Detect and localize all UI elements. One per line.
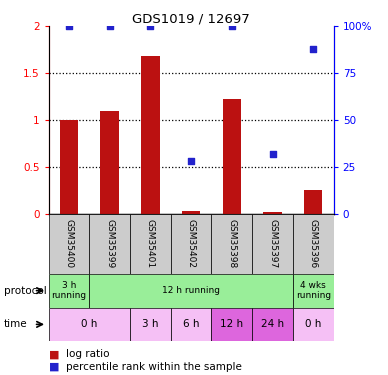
Bar	[293, 308, 334, 341]
Bar	[141, 56, 159, 214]
Bar	[130, 214, 171, 274]
Bar	[48, 214, 89, 274]
Text: protocol: protocol	[4, 286, 47, 296]
Bar	[89, 274, 293, 308]
Text: ■: ■	[48, 350, 59, 359]
Bar	[48, 274, 89, 308]
Text: ■: ■	[48, 362, 59, 372]
Bar	[100, 111, 119, 214]
Text: 4 wks
running: 4 wks running	[296, 281, 331, 300]
Bar	[171, 214, 211, 274]
Text: time: time	[4, 320, 28, 329]
Text: GSM35401: GSM35401	[146, 219, 155, 268]
Text: GSM35402: GSM35402	[187, 219, 196, 268]
Bar	[293, 274, 334, 308]
Text: 12 h: 12 h	[220, 320, 243, 329]
Bar	[48, 308, 130, 341]
Text: GSM35400: GSM35400	[64, 219, 73, 268]
Point	[310, 46, 317, 52]
Point	[229, 23, 235, 29]
Text: 12 h running: 12 h running	[162, 286, 220, 295]
Bar	[223, 99, 241, 214]
Text: log ratio: log ratio	[66, 350, 109, 359]
Bar	[293, 214, 334, 274]
Point	[106, 23, 113, 29]
Bar	[182, 211, 200, 214]
Bar	[211, 308, 252, 341]
Point	[270, 151, 276, 157]
Bar	[263, 212, 282, 214]
Bar	[304, 190, 322, 214]
Point	[66, 23, 72, 29]
Bar	[252, 214, 293, 274]
Text: 0 h: 0 h	[305, 320, 322, 329]
Bar	[60, 120, 78, 214]
Text: 3 h
running: 3 h running	[51, 281, 87, 300]
Bar	[252, 308, 293, 341]
Text: percentile rank within the sample: percentile rank within the sample	[66, 362, 242, 372]
Bar	[89, 214, 130, 274]
Text: 6 h: 6 h	[183, 320, 199, 329]
Text: GSM35398: GSM35398	[227, 219, 236, 268]
Text: GSM35396: GSM35396	[309, 219, 318, 268]
Text: 24 h: 24 h	[261, 320, 284, 329]
Bar	[211, 214, 252, 274]
Point	[188, 158, 194, 164]
Text: GSM35397: GSM35397	[268, 219, 277, 268]
Text: 0 h: 0 h	[81, 320, 97, 329]
Bar	[130, 308, 171, 341]
Title: GDS1019 / 12697: GDS1019 / 12697	[132, 12, 250, 25]
Text: GSM35399: GSM35399	[105, 219, 114, 268]
Bar	[171, 308, 211, 341]
Point	[147, 23, 154, 29]
Text: 3 h: 3 h	[142, 320, 159, 329]
